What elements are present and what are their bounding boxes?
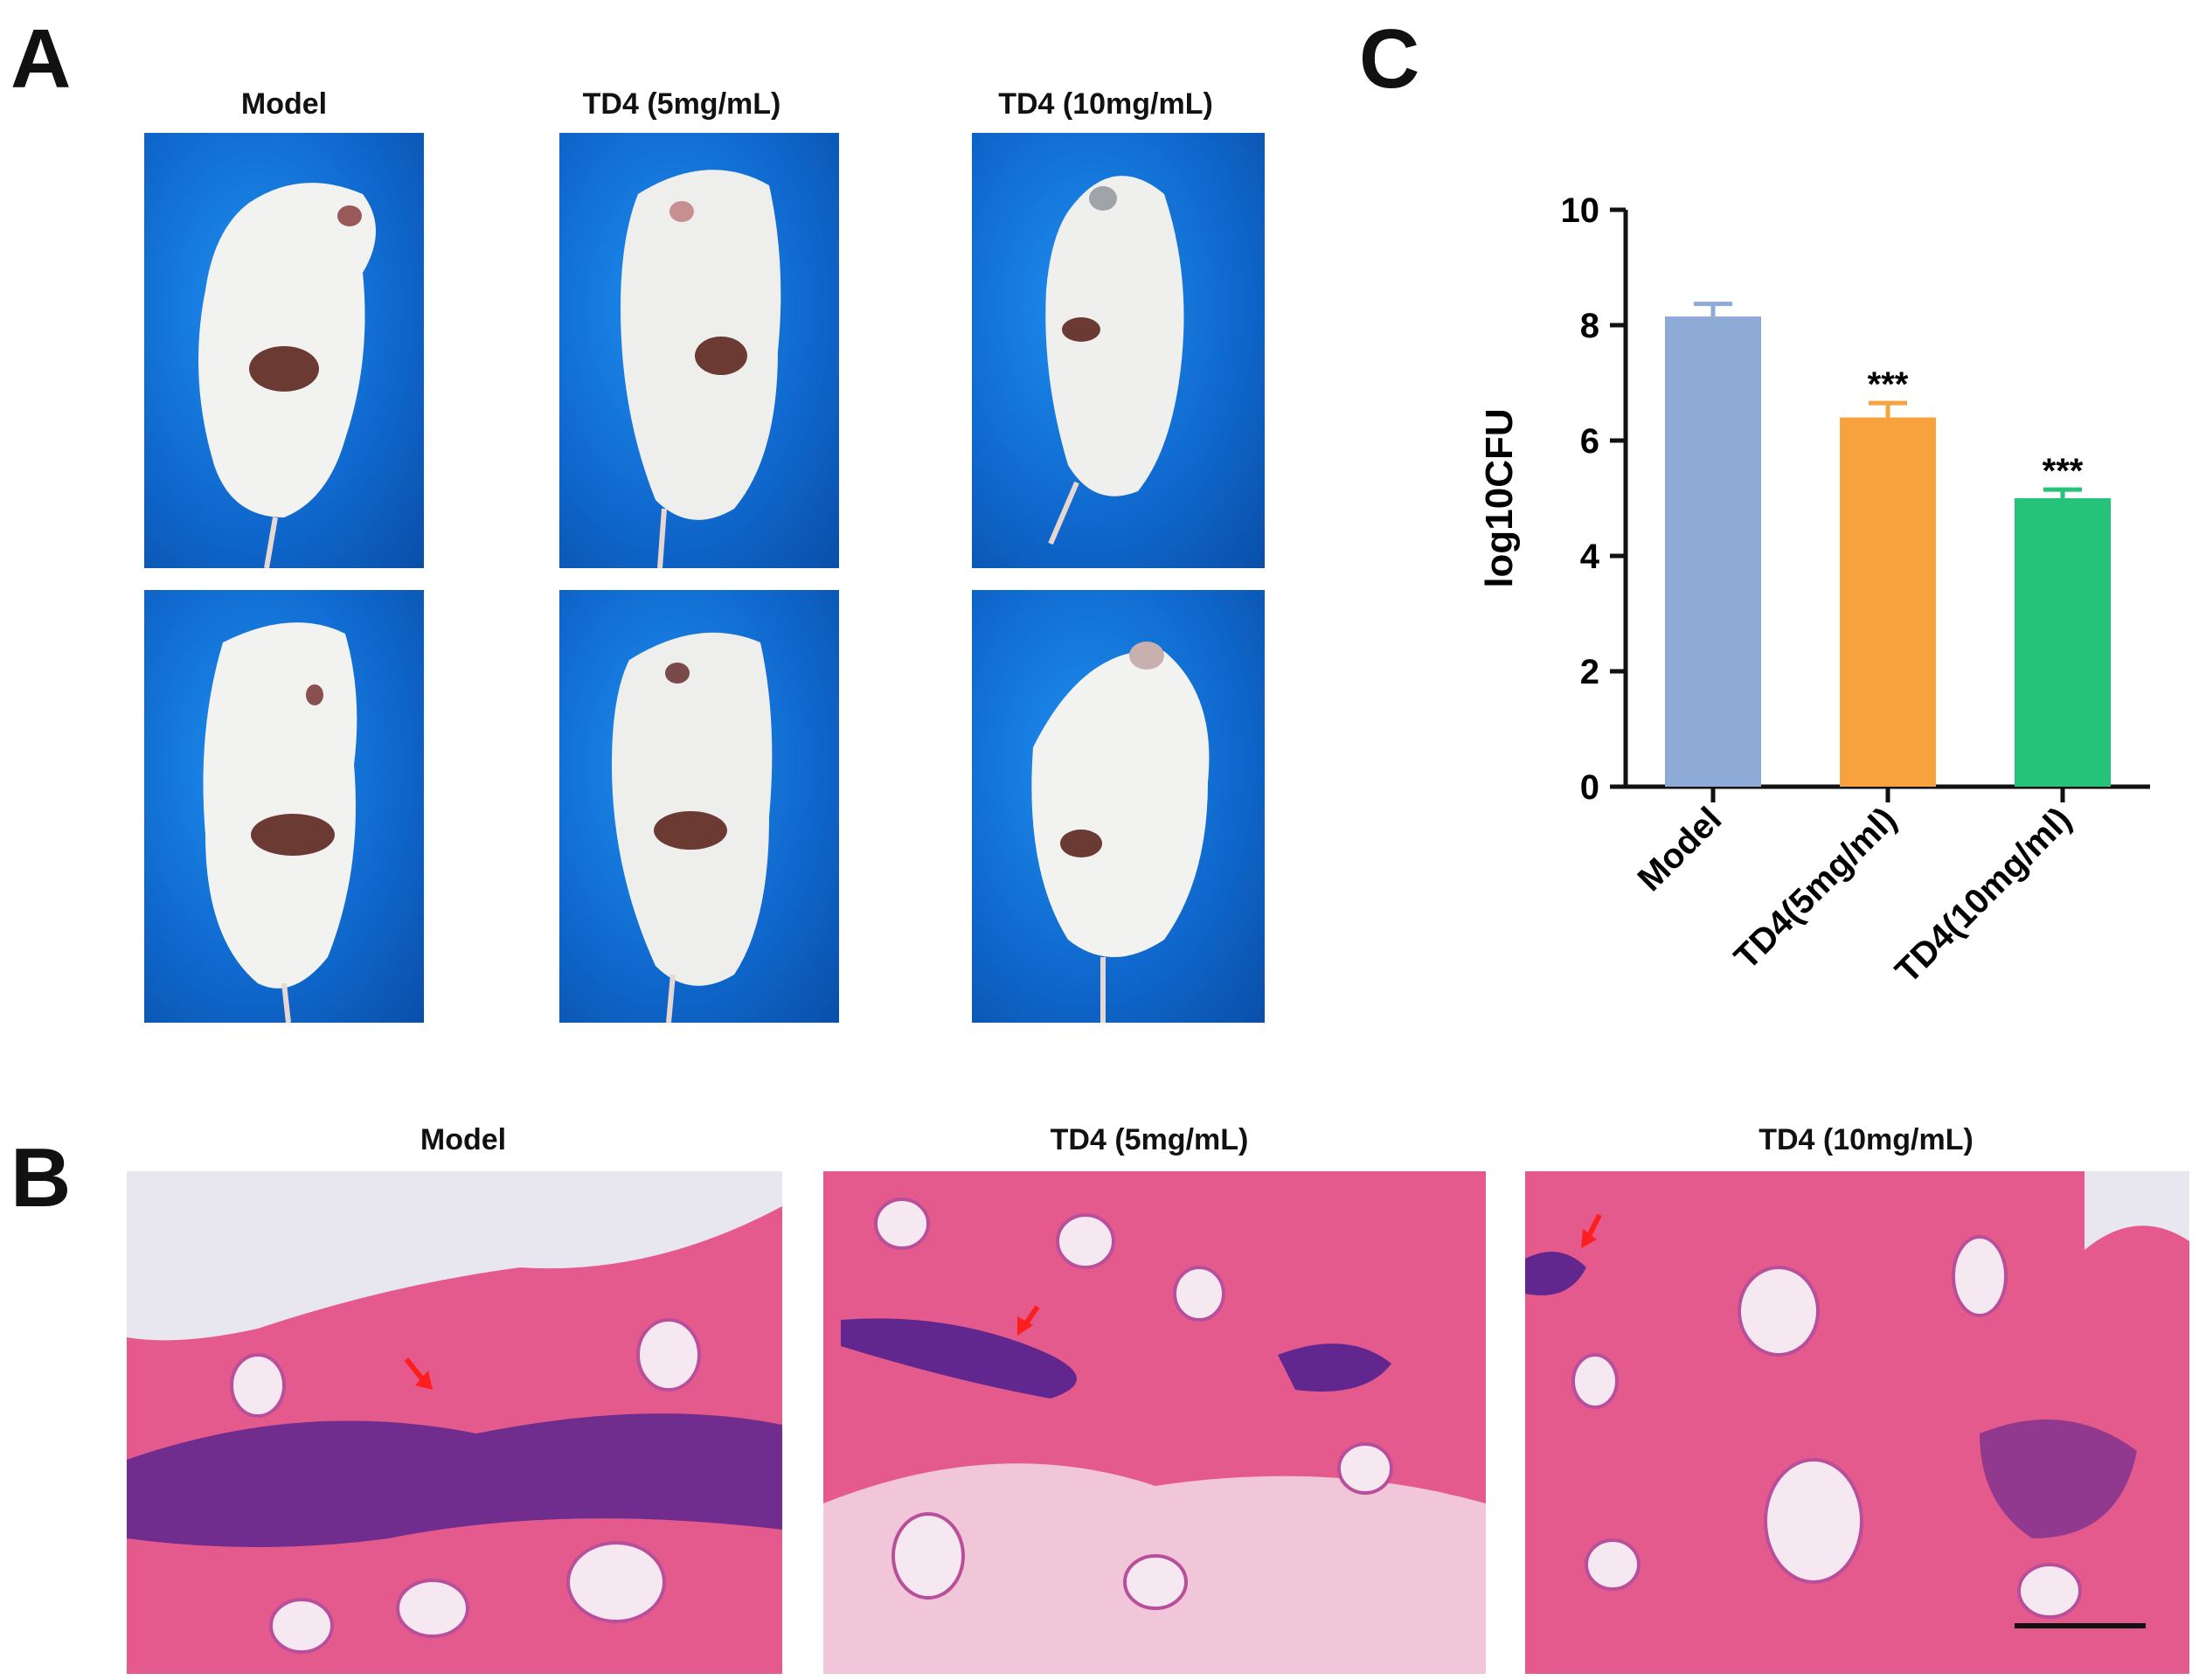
scale-bar (2015, 1623, 2146, 1628)
x-tick-label-1: TD4(5mg/ml) (1727, 800, 1904, 976)
histology-image-model (127, 1171, 782, 1674)
panel-a-title-model: Model (240, 87, 328, 121)
mouse-photo-td4-5-top (559, 133, 839, 568)
y-tick-label: 2 (1580, 653, 1599, 691)
panel-b-title-td4-10: TD4 (10mg/mL) (1759, 1123, 1974, 1156)
panel-letter-b: B (10, 1131, 72, 1225)
panel-b-title-model: Model (420, 1123, 507, 1156)
y-tick-label: 6 (1580, 422, 1599, 461)
y-tick-label: 10 (1561, 191, 1600, 230)
y-tick-label: 0 (1580, 768, 1599, 807)
panel-letter-c: C (1359, 12, 1420, 106)
histology-image-td4-10 (1525, 1171, 2189, 1674)
x-tick-label-0: Model (1631, 800, 1730, 899)
panel-b-title-td4-5: TD4 (5mg/mL) (1050, 1123, 1249, 1156)
log10cfu-bar-chart: 0 2 4 6 8 10 log10CFU Model *** TD4(5mg/ml) *** TD4… (1478, 191, 2150, 990)
y-axis-label: log10CFU (1478, 408, 1521, 587)
mouse-photo-td4-10-bottom (972, 590, 1265, 1023)
bar-0 (1665, 316, 1761, 788)
panel-a-title-td4-10: TD4 (10mg/mL) (998, 87, 1213, 121)
mouse-photo-model-bottom (144, 590, 424, 1023)
mouse-photo-model-top (144, 133, 424, 568)
bar-2 (2015, 498, 2111, 787)
bar-1 (1840, 417, 1936, 787)
panel-letter-a: A (10, 12, 72, 106)
panel-a-title-td4-5: TD4 (5mg/mL) (582, 87, 781, 121)
y-tick-label: 8 (1580, 307, 1599, 345)
significance-label-1: *** (1868, 365, 1909, 404)
y-tick-label: 4 (1580, 538, 1600, 576)
significance-label-2: *** (2043, 452, 2084, 490)
histology-image-td4-5 (823, 1171, 1486, 1674)
mouse-photo-td4-10-top (972, 133, 1265, 568)
x-tick-label-2: TD4(10mg/ml) (1888, 800, 2078, 990)
mouse-photo-td4-5-bottom (559, 590, 839, 1023)
